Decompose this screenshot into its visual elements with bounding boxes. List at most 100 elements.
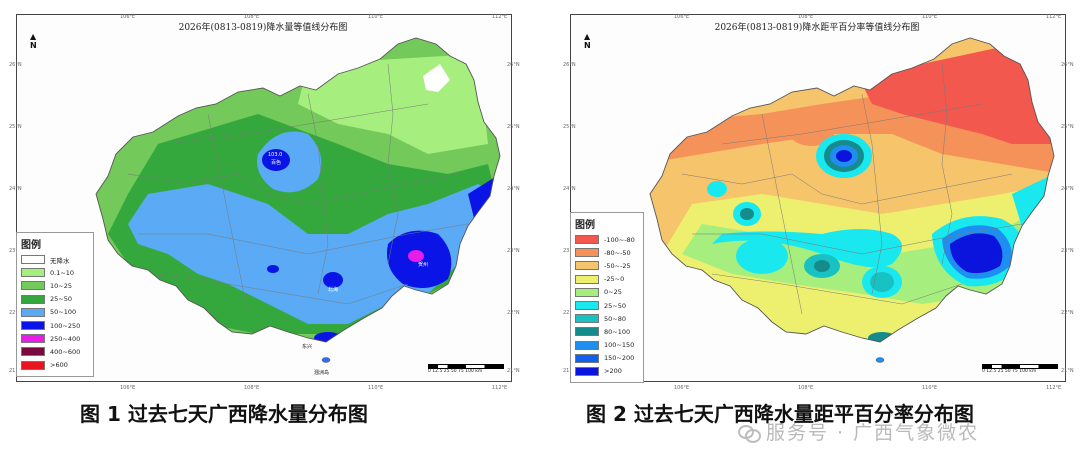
legend-swatch xyxy=(575,314,599,324)
lon-tick: 106°E xyxy=(120,385,136,391)
lat-tick: 21°N xyxy=(507,368,520,374)
legend-swatch xyxy=(575,366,599,376)
legend-label: >200 xyxy=(604,367,622,376)
legend-item: >200 xyxy=(575,365,639,378)
legend-swatch xyxy=(21,347,45,357)
legend-label: 25~50 xyxy=(604,301,626,310)
station-label-baise: 103.0 xyxy=(268,152,282,158)
wechat-icon xyxy=(738,423,761,443)
legend-label: -50~-25 xyxy=(604,261,631,270)
lat-tick: 24°N xyxy=(1061,186,1074,192)
legend-label: 100~250 xyxy=(50,321,81,330)
lat-tick: 24°N xyxy=(507,186,520,192)
legend-item: 0.1~10 xyxy=(21,266,89,279)
lon-tick: 112°E xyxy=(1046,14,1062,20)
north-arrow-icon: ▲ N xyxy=(584,32,591,50)
legend-swatch xyxy=(575,301,599,311)
legend-label: 50~80 xyxy=(604,314,626,323)
legend-item: 25~50 xyxy=(21,293,89,306)
lat-tick: 24°N xyxy=(9,186,22,192)
legend-label: 10~25 xyxy=(50,281,72,290)
legend-item: 250~400 xyxy=(21,332,89,345)
lon-tick: 110°E xyxy=(368,14,384,20)
figure-caption-2: 图 2 过去七天广西降水量距平百分率分布图 xyxy=(586,402,974,426)
legend-label: >600 xyxy=(50,361,68,370)
guangxi-boundary xyxy=(95,37,501,343)
lat-tick: 21°N xyxy=(9,368,22,374)
anomaly-map xyxy=(649,37,1055,363)
legend-item: -50~-25 xyxy=(575,259,639,272)
legend-swatch xyxy=(575,248,599,258)
scale-bar: 0 12.5 25 50 75 100 km xyxy=(982,364,1058,374)
station-label-baise-name: 百色 xyxy=(271,159,281,166)
anomaly-map-panel: 2026年(0813-0819)降水距平百分率等值线分布图 106°E 108°… xyxy=(562,4,1074,391)
anomaly-legend: 图例 -100~-80 -80~-50 -50~-25 -25~0 0~25 2… xyxy=(570,212,644,384)
legend-item: 150~200 xyxy=(575,352,639,365)
legend-item: -80~-50 xyxy=(575,246,639,259)
legend-swatch xyxy=(575,353,599,363)
legend-swatch xyxy=(575,287,599,297)
scale-bar-graphic xyxy=(428,364,504,369)
legend-item: 50~80 xyxy=(575,312,639,325)
lat-tick: 26°N xyxy=(9,62,22,68)
legend-label: 100~150 xyxy=(604,341,635,350)
legend-title: 图例 xyxy=(575,220,595,231)
lat-tick: 22°N xyxy=(9,310,22,316)
legend-item: 10~25 xyxy=(21,279,89,292)
anomaly-zone-80-100 xyxy=(814,260,830,272)
legend-item: 无降水 xyxy=(21,253,89,266)
legend-item: -100~-80 xyxy=(575,233,639,246)
station-label-dongxing: 东兴 xyxy=(302,343,312,350)
anomaly-zone-25-50-sw xyxy=(736,238,788,274)
lon-tick: 110°E xyxy=(368,385,384,391)
legend-item: >600 xyxy=(21,359,89,372)
lat-tick: 22°N xyxy=(563,310,576,316)
lon-tick: 108°E xyxy=(244,385,260,391)
legend-swatch xyxy=(21,268,45,278)
legend-swatch xyxy=(21,321,45,331)
legend-swatch xyxy=(21,255,45,265)
legend-swatch xyxy=(575,235,599,245)
anomaly-zone-200-east xyxy=(950,233,1003,274)
lon-tick: 108°E xyxy=(244,14,260,20)
legend-swatch xyxy=(575,327,599,337)
precip-map: 103.0 百色 贺州 北海 东兴 涠洲岛 xyxy=(95,37,501,376)
lon-tick: 112°E xyxy=(492,14,508,20)
lon-tick: 106°E xyxy=(674,14,690,20)
legend-swatch xyxy=(21,360,45,370)
lat-tick: 24°N xyxy=(563,186,576,192)
scale-label: 0 12.5 25 50 75 100 km xyxy=(428,369,483,374)
watermark: 服务号 · 广西气象微农 xyxy=(738,418,979,445)
lat-tick: 23°N xyxy=(1061,248,1074,254)
lat-tick: 23°N xyxy=(563,248,576,254)
legend-item: 100~250 xyxy=(21,319,89,332)
legend-label: 0.1~10 xyxy=(50,268,75,277)
legend-swatch xyxy=(575,340,599,350)
lat-tick: 26°N xyxy=(1061,62,1074,68)
legend-title: 图例 xyxy=(21,240,41,251)
anomaly-zone-200-baise xyxy=(836,150,852,162)
lat-tick: 22°N xyxy=(1061,310,1074,316)
lon-tick: 110°E xyxy=(922,14,938,20)
legend-label: 400~600 xyxy=(50,347,81,356)
anomaly-zone-100-80 xyxy=(862,38,1054,144)
anomaly-zone-25-50-far-west xyxy=(707,181,727,197)
legend-label: -80~-50 xyxy=(604,248,631,257)
legend-item: 100~150 xyxy=(575,339,639,352)
legend-swatch xyxy=(575,261,599,271)
legend-swatch xyxy=(21,307,45,317)
lon-tick: 110°E xyxy=(922,385,938,391)
legend-swatch xyxy=(575,274,599,284)
north-label: N xyxy=(30,41,37,50)
precip-legend: 图例 无降水 0.1~10 10~25 25~50 50~100 100~250… xyxy=(16,232,94,377)
figure-caption-1: 图 1 过去七天广西降水量分布图 xyxy=(80,402,368,426)
lat-tick: 21°N xyxy=(563,368,576,374)
lat-tick: 25°N xyxy=(563,124,576,130)
legend-item: 50~100 xyxy=(21,306,89,319)
anomaly-zone-80-50-mid xyxy=(790,122,834,146)
legend-item: 80~100 xyxy=(575,325,639,338)
county-borders xyxy=(681,63,1023,315)
lat-tick: 26°N xyxy=(563,62,576,68)
precip-core-baise xyxy=(262,149,290,171)
legend-label: -25~0 xyxy=(604,275,625,284)
